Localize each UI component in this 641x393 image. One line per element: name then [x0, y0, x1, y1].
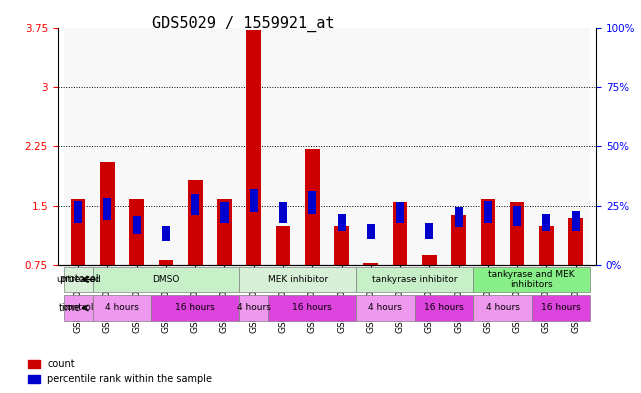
- Bar: [396, 202, 404, 223]
- Text: untreated: untreated: [56, 275, 101, 284]
- Bar: [308, 191, 316, 214]
- FancyBboxPatch shape: [93, 295, 151, 321]
- FancyBboxPatch shape: [63, 266, 93, 292]
- Bar: [334, 226, 349, 265]
- Bar: [93, 28, 122, 265]
- FancyBboxPatch shape: [415, 295, 473, 321]
- Text: 16 hours: 16 hours: [292, 303, 332, 312]
- FancyBboxPatch shape: [356, 295, 415, 321]
- Bar: [513, 206, 521, 226]
- Bar: [338, 214, 345, 231]
- Bar: [561, 28, 590, 265]
- Text: DMSO: DMSO: [153, 275, 179, 284]
- Bar: [188, 180, 203, 265]
- Bar: [415, 28, 444, 265]
- FancyBboxPatch shape: [63, 295, 93, 321]
- Bar: [100, 162, 115, 265]
- Bar: [63, 28, 93, 265]
- Bar: [327, 28, 356, 265]
- FancyBboxPatch shape: [269, 295, 356, 321]
- Bar: [181, 28, 210, 265]
- Bar: [133, 216, 141, 233]
- Bar: [473, 28, 503, 265]
- Bar: [191, 194, 199, 215]
- Bar: [297, 28, 327, 265]
- FancyBboxPatch shape: [151, 295, 239, 321]
- Bar: [276, 226, 290, 265]
- Bar: [484, 201, 492, 223]
- Bar: [451, 215, 466, 265]
- Text: 16 hours: 16 hours: [541, 303, 581, 312]
- Bar: [539, 226, 554, 265]
- Bar: [71, 200, 85, 265]
- Bar: [367, 224, 375, 239]
- Text: tankyrase inhibitor: tankyrase inhibitor: [372, 275, 458, 284]
- FancyBboxPatch shape: [473, 295, 532, 321]
- Text: control: control: [62, 303, 94, 312]
- Bar: [532, 28, 561, 265]
- Bar: [572, 211, 579, 231]
- Text: 16 hours: 16 hours: [424, 303, 464, 312]
- Text: GDS5029 / 1559921_at: GDS5029 / 1559921_at: [153, 16, 335, 32]
- Bar: [250, 189, 258, 212]
- FancyBboxPatch shape: [473, 266, 590, 292]
- Text: 4 hours: 4 hours: [105, 303, 139, 312]
- Bar: [151, 28, 181, 265]
- FancyBboxPatch shape: [93, 266, 239, 292]
- Bar: [363, 263, 378, 265]
- Bar: [503, 28, 532, 265]
- Text: 4 hours: 4 hours: [485, 303, 519, 312]
- Bar: [239, 28, 269, 265]
- Bar: [426, 223, 433, 239]
- Text: time: time: [59, 303, 81, 313]
- Text: 4 hours: 4 hours: [237, 303, 271, 312]
- Bar: [569, 218, 583, 265]
- FancyBboxPatch shape: [239, 295, 269, 321]
- Bar: [305, 149, 320, 265]
- Bar: [217, 200, 232, 265]
- Bar: [510, 202, 524, 265]
- FancyBboxPatch shape: [239, 266, 356, 292]
- Bar: [385, 28, 415, 265]
- Bar: [221, 202, 228, 223]
- Bar: [159, 260, 173, 265]
- FancyBboxPatch shape: [356, 266, 473, 292]
- Bar: [103, 198, 112, 220]
- Bar: [129, 200, 144, 265]
- Bar: [481, 200, 495, 265]
- Bar: [422, 255, 437, 265]
- Bar: [279, 202, 287, 223]
- Bar: [454, 207, 463, 227]
- Text: MEK inhibitor: MEK inhibitor: [267, 275, 328, 284]
- FancyBboxPatch shape: [532, 295, 590, 321]
- Bar: [444, 28, 473, 265]
- Text: protocol: protocol: [59, 274, 99, 285]
- Bar: [210, 28, 239, 265]
- Text: 16 hours: 16 hours: [176, 303, 215, 312]
- Bar: [393, 202, 408, 265]
- Text: tankyrase and MEK
inhibitors: tankyrase and MEK inhibitors: [488, 270, 575, 289]
- Bar: [356, 28, 385, 265]
- Bar: [269, 28, 297, 265]
- Text: 4 hours: 4 hours: [369, 303, 403, 312]
- Bar: [246, 30, 261, 265]
- Bar: [162, 226, 170, 241]
- Bar: [542, 214, 551, 231]
- Bar: [122, 28, 151, 265]
- Legend: count, percentile rank within the sample: count, percentile rank within the sample: [24, 356, 216, 388]
- Bar: [74, 201, 82, 223]
